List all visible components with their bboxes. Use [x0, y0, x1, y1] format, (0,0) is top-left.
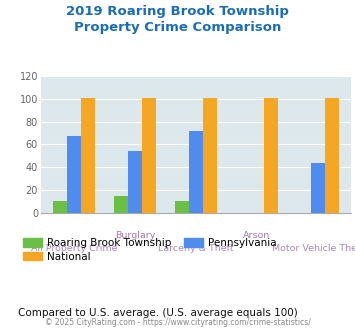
Bar	[67, 136, 81, 213]
Text: Compared to U.S. average. (U.S. average equals 100): Compared to U.S. average. (U.S. average …	[18, 308, 297, 317]
Bar	[53, 201, 67, 213]
Bar	[114, 196, 128, 213]
Text: Larceny & Theft: Larceny & Theft	[158, 244, 234, 253]
Bar	[264, 98, 278, 213]
Text: Arson: Arson	[244, 231, 271, 240]
Text: All Property Crime: All Property Crime	[31, 244, 118, 253]
Bar	[203, 98, 217, 213]
Bar	[142, 98, 156, 213]
Text: 2019 Roaring Brook Township
Property Crime Comparison: 2019 Roaring Brook Township Property Cri…	[66, 5, 289, 34]
Bar	[175, 201, 189, 213]
Bar	[128, 151, 142, 213]
Text: © 2025 CityRating.com - https://www.cityrating.com/crime-statistics/: © 2025 CityRating.com - https://www.city…	[45, 318, 310, 327]
Bar	[325, 98, 339, 213]
Bar	[189, 131, 203, 213]
Text: Motor Vehicle Theft: Motor Vehicle Theft	[272, 244, 355, 253]
Text: Burglary: Burglary	[115, 231, 155, 240]
Bar	[81, 98, 95, 213]
Legend: Roaring Brook Township, National, Pennsylvania: Roaring Brook Township, National, Pennsy…	[23, 238, 277, 261]
Bar	[311, 163, 325, 213]
